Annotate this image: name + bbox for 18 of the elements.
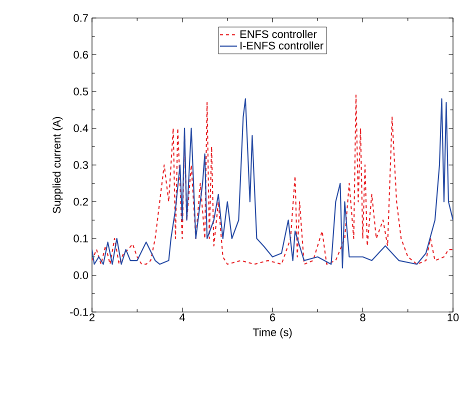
y-tick-label: 0.7	[74, 14, 88, 22]
y-tick-label: 0.2	[74, 198, 88, 206]
y-tick-label: 0.6	[74, 50, 88, 59]
y-tick-label: -0.1	[70, 308, 88, 316]
x-tick-label: 10	[448, 314, 459, 322]
legend-label: ENFS controller	[240, 30, 317, 38]
x-axis-title: Time (s)	[252, 328, 292, 338]
x-tick-label: 6	[270, 314, 276, 322]
x-tick-label: 4	[179, 314, 185, 322]
y-axis-title: Supplied current (A)	[52, 116, 63, 214]
y-tick-label: 0.0	[74, 271, 88, 280]
y-tick-label: 0.1	[74, 234, 88, 242]
x-tick-label: 8	[360, 314, 366, 322]
y-tick-label: 0.4	[74, 124, 88, 132]
y-tick-label: 0.3	[74, 161, 88, 169]
y-tick-label: 0.5	[74, 88, 88, 96]
x-tick-label: 2	[90, 314, 95, 322]
legend-label: I-ENFS controller	[240, 41, 324, 50]
